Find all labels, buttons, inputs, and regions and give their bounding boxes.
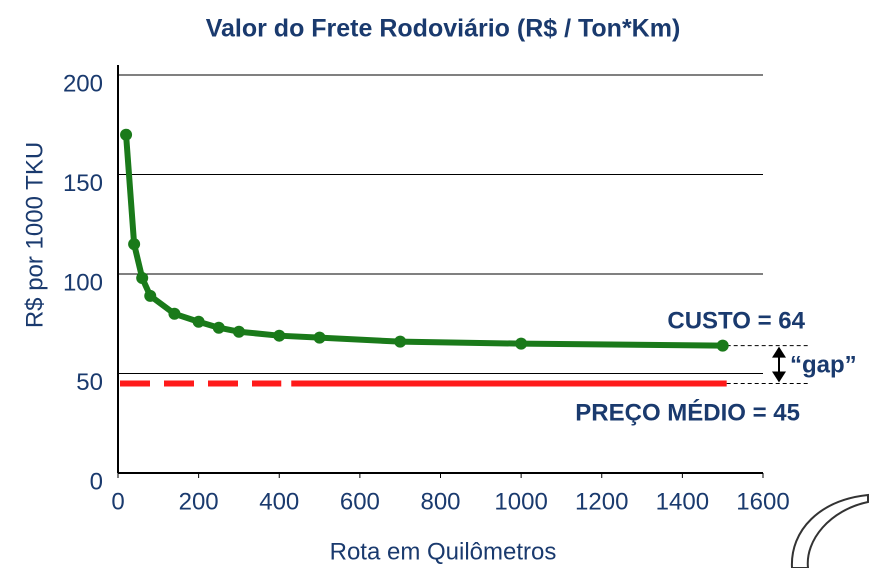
- x-tick-label: 1000: [494, 488, 547, 515]
- series-marker: [313, 331, 326, 344]
- series-marker: [128, 238, 141, 251]
- series-marker: [273, 329, 286, 342]
- series-marker: [716, 339, 729, 352]
- y-tick-label: 150: [63, 170, 103, 197]
- cost-annotation: CUSTO = 64: [667, 307, 805, 334]
- x-tick-label: 1400: [656, 488, 709, 515]
- series-marker: [144, 289, 157, 302]
- series-marker: [212, 321, 225, 334]
- series-line: [123, 131, 726, 349]
- y-tick-label: 200: [63, 70, 103, 97]
- series-marker: [192, 315, 205, 328]
- logo: [790, 493, 869, 568]
- x-tick-label: 400: [259, 488, 299, 515]
- x-tick-label: 200: [179, 488, 219, 515]
- series-marker: [168, 307, 181, 320]
- y-tick-label: 100: [63, 269, 103, 296]
- y-tick-label: 50: [76, 369, 103, 396]
- x-tick-label: 0: [111, 488, 124, 515]
- y-axis-title: R$ por 1000 TKU: [21, 142, 48, 328]
- chart-title: Valor do Frete Rodoviário (R$ / Ton*Km): [206, 15, 681, 43]
- y-tick-label: 0: [90, 468, 103, 495]
- x-tick-label: 600: [340, 488, 380, 515]
- gap-annotation: “gap”: [790, 351, 857, 378]
- price-annotation: PREÇO MÉDIO = 45: [575, 398, 800, 426]
- x-tick-label: 1600: [736, 488, 789, 515]
- series-marker: [515, 337, 528, 350]
- x-axis-title: Rota em Quilômetros: [330, 538, 557, 565]
- x-tick-label: 1200: [575, 488, 628, 515]
- gap-arrowhead: [772, 346, 786, 358]
- series-marker: [136, 271, 149, 284]
- series-marker: [232, 325, 245, 338]
- gap-arrowhead: [772, 371, 786, 383]
- series-marker: [120, 128, 133, 141]
- series-marker: [394, 335, 407, 348]
- x-tick-label: 800: [420, 488, 460, 515]
